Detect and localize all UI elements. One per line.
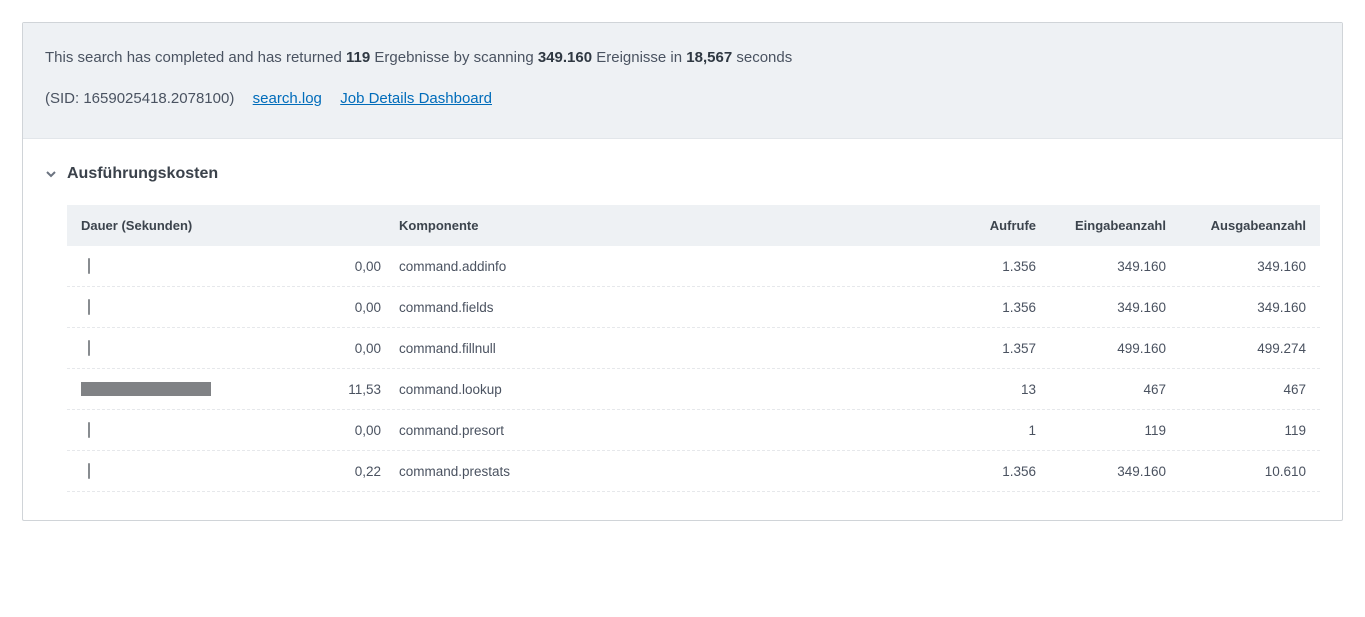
page: This search has completed and has return… <box>0 0 1365 543</box>
sid-value: 1659025418.2078100) <box>83 90 234 107</box>
col-header-duration[interactable]: Dauer (Sekunden) <box>81 218 381 233</box>
job-details-dashboard-link[interactable]: Job Details Dashboard <box>340 90 492 107</box>
output-count-value: 349.160 <box>1166 300 1306 315</box>
summary-line-1: This search has completed and has return… <box>45 47 1320 70</box>
calls-value: 1.356 <box>946 464 1036 479</box>
duration-bar-fill <box>81 382 211 396</box>
component-name: command.addinfo <box>381 259 701 274</box>
component-name: command.prestats <box>381 464 701 479</box>
duration-bar-track <box>81 423 291 437</box>
summary-result-count: 119 <box>346 49 370 66</box>
duration-value: 0,00 <box>303 423 381 438</box>
output-count-value: 119 <box>1166 423 1306 438</box>
input-count-value: 119 <box>1036 423 1166 438</box>
section-header-execution-costs[interactable]: Ausführungskosten <box>45 165 1320 183</box>
search-log-link[interactable]: search.log <box>253 90 322 107</box>
calls-value: 1 <box>946 423 1036 438</box>
duration-bar-tick <box>88 463 90 479</box>
duration-value: 11,53 <box>303 382 381 397</box>
col-header-component[interactable]: Komponente <box>381 218 701 233</box>
duration-bar-track <box>81 341 291 355</box>
sid-label: (SID: <box>45 90 79 107</box>
table-row: 0,00command.presort1119119 <box>67 410 1320 451</box>
col-header-calls[interactable]: Aufrufe <box>946 218 1036 233</box>
summary-events-scanned: 349.160 <box>538 49 592 66</box>
calls-value: 1.357 <box>946 341 1036 356</box>
input-count-value: 349.160 <box>1036 464 1166 479</box>
output-count-value: 349.160 <box>1166 259 1306 274</box>
duration-value: 0,00 <box>303 259 381 274</box>
table-header-row: Dauer (Sekunden) Komponente Aufrufe Eing… <box>67 205 1320 246</box>
duration-bar-track <box>81 300 291 314</box>
table-row: 0,22command.prestats 1.356349.16010.610 <box>67 451 1320 492</box>
input-count-value: 467 <box>1036 382 1166 397</box>
duration-bar-tick <box>88 299 90 315</box>
duration-cell: 0,00 <box>81 298 381 316</box>
duration-cell: 11,53 <box>81 380 381 398</box>
component-name: command.lookup <box>381 382 701 397</box>
summary-line-2: (SID: 1659025418.2078100) search.log Job… <box>45 88 1320 111</box>
duration-cell: 0,00 <box>81 421 381 439</box>
output-count-value: 467 <box>1166 382 1306 397</box>
summary-suffix: seconds <box>736 49 792 66</box>
duration-bar-track <box>81 259 291 273</box>
duration-bar-track <box>81 382 291 396</box>
summary-prefix: This search has completed and has return… <box>45 49 342 66</box>
job-inspector-panel: This search has completed and has return… <box>22 22 1343 521</box>
component-name: command.fields <box>381 300 701 315</box>
input-count-value: 349.160 <box>1036 300 1166 315</box>
table-body: 0,00command.addinfo1.356349.160349.1600,… <box>67 246 1320 492</box>
component-name: command.presort <box>381 423 701 438</box>
output-count-value: 10.610 <box>1166 464 1306 479</box>
duration-bar-tick <box>88 258 90 274</box>
duration-value: 0,00 <box>303 341 381 356</box>
search-summary: This search has completed and has return… <box>23 23 1342 139</box>
duration-bar-tick <box>88 340 90 356</box>
table-row: 0,00command.addinfo1.356349.160349.160 <box>67 246 1320 287</box>
col-header-input[interactable]: Eingabeanzahl <box>1036 218 1166 233</box>
section-title: Ausführungskosten <box>67 165 218 183</box>
summary-mid2: Ereignisse in <box>596 49 682 66</box>
duration-cell: 0,22 <box>81 462 381 480</box>
duration-cell: 0,00 <box>81 257 381 275</box>
component-name: command.fillnull <box>381 341 701 356</box>
chevron-down-icon <box>45 168 57 180</box>
table-row: 11,53command.lookup13467467 <box>67 369 1320 410</box>
duration-bar-track <box>81 464 291 478</box>
duration-cell: 0,00 <box>81 339 381 357</box>
calls-value: 1.356 <box>946 259 1036 274</box>
execution-costs-table: Dauer (Sekunden) Komponente Aufrufe Eing… <box>67 205 1320 492</box>
table-row: 0,00command.fields1.356349.160349.160 <box>67 287 1320 328</box>
duration-bar-tick <box>88 422 90 438</box>
output-count-value: 499.274 <box>1166 341 1306 356</box>
input-count-value: 499.160 <box>1036 341 1166 356</box>
table-row: 0,00command.fillnull 1.357499.160499.274 <box>67 328 1320 369</box>
duration-value: 0,00 <box>303 300 381 315</box>
duration-value: 0,22 <box>303 464 381 479</box>
input-count-value: 349.160 <box>1036 259 1166 274</box>
calls-value: 1.356 <box>946 300 1036 315</box>
summary-mid1: Ergebnisse by scanning <box>374 49 533 66</box>
summary-duration: 18,567 <box>686 49 732 66</box>
calls-value: 13 <box>946 382 1036 397</box>
col-header-output[interactable]: Ausgabeanzahl <box>1166 218 1306 233</box>
